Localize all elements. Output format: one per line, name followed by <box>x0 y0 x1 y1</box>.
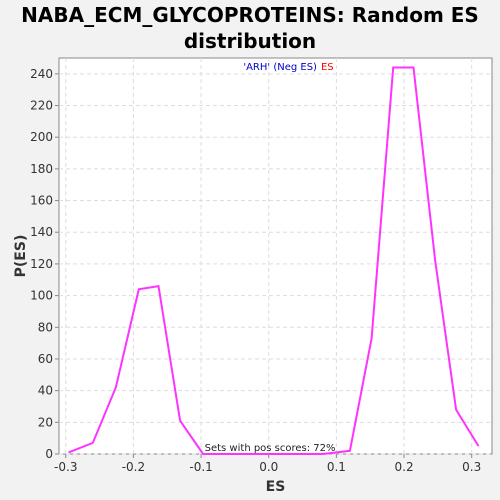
y-axis-title: P(ES) <box>13 235 29 278</box>
x-tick-label: 0.0 <box>259 460 278 474</box>
plot-area <box>58 57 493 455</box>
chart-title: NABA_ECM_GLYCOPROTEINS: Random ES distri… <box>0 2 500 54</box>
y-tick-label: 220 <box>30 99 53 113</box>
legend: 'ARH' (Neg ES) ES <box>243 62 333 73</box>
y-tick-label: 140 <box>30 225 53 239</box>
x-axis: -0.3 -0.2 -0.1 0.0 0.1 0.2 0.3 <box>54 454 481 474</box>
x-axis-title: ES <box>266 479 286 495</box>
y-tick-label: 40 <box>38 384 53 398</box>
chart-title-line2: distribution <box>183 29 317 53</box>
y-tick-label: 200 <box>30 130 53 144</box>
grid-lines <box>59 58 492 455</box>
y-tick-label: 120 <box>30 257 53 271</box>
x-tick-label: -0.3 <box>54 460 77 474</box>
x-tick-label: 0.2 <box>395 460 414 474</box>
x-tick-label: 0.3 <box>462 460 481 474</box>
y-tick-label: 100 <box>30 289 53 303</box>
y-tick-label: 240 <box>30 67 53 81</box>
legend-label-es: ES <box>321 62 334 73</box>
x-tick-label: -0.2 <box>122 460 145 474</box>
x-tick-label: 0.1 <box>327 460 346 474</box>
y-tick-label: 20 <box>38 415 53 429</box>
legend-label-neg: 'ARH' (Neg ES) <box>243 62 317 73</box>
y-tick-label: 180 <box>30 162 53 176</box>
y-tick-label: 60 <box>38 352 53 366</box>
y-axis: 0 20 40 60 80 100 120 140 160 180 200 220 240 <box>30 67 59 461</box>
y-tick-label: 160 <box>30 194 53 208</box>
y-tick-label: 80 <box>38 320 53 334</box>
pos-score-annotation: Sets with pos scores: 72% <box>205 443 336 454</box>
x-tick-label: -0.1 <box>189 460 212 474</box>
chart-title-line1: NABA_ECM_GLYCOPROTEINS: Random ES <box>21 3 479 27</box>
series-layer <box>68 66 480 455</box>
y-tick-label: 0 <box>45 447 53 461</box>
es-distribution-line <box>68 66 480 455</box>
